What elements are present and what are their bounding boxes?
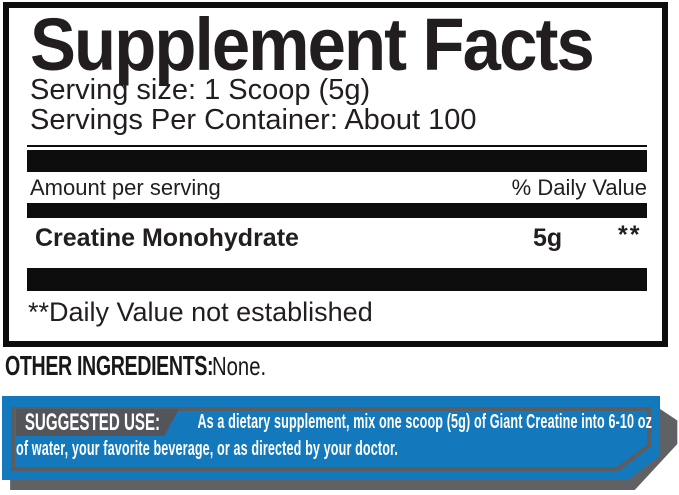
suggested-use-text: As a dietary supplement, mix one scoop (… <box>16 411 653 460</box>
suggested-use-ribbon: SUGGESTED USE: As a dietary supplement, … <box>2 394 678 492</box>
divider-hairline <box>27 145 647 147</box>
other-ingredients-label: OTHER INGREDIENTS: <box>5 350 214 381</box>
daily-value-footnote: **Daily Value not established <box>28 297 373 327</box>
daily-value-header: % Daily Value <box>511 175 647 200</box>
divider-bar-bottom <box>27 268 647 291</box>
suggested-use-content: SUGGESTED USE: As a dietary supplement, … <box>16 409 652 463</box>
other-ingredients-line: OTHER INGREDIENTS: None. <box>5 351 405 381</box>
nutrient-amount: 5g <box>533 224 563 252</box>
panel-title: Supplement Facts <box>30 3 595 86</box>
column-header-row: Amount per serving % Daily Value <box>27 174 647 202</box>
table-row: Creatine Monohydrate 5g ** <box>9 221 662 254</box>
supplement-facts-panel: Supplement Facts Serving size: 1 Scoop (… <box>3 2 668 347</box>
divider-bar-top <box>27 150 647 172</box>
amount-per-serving-header: Amount per serving <box>30 175 221 200</box>
servings-per-container: Servings Per Container: About 100 <box>30 104 477 136</box>
serving-size: Serving size: 1 Scoop (5g) <box>30 74 371 106</box>
suggested-use-label: SUGGESTED USE: <box>16 409 179 436</box>
nutrient-daily-value: ** <box>618 221 642 249</box>
divider-bar-middle <box>27 203 647 218</box>
other-ingredients-value: None. <box>212 351 267 381</box>
nutrient-name: Creatine Monohydrate <box>35 224 299 252</box>
